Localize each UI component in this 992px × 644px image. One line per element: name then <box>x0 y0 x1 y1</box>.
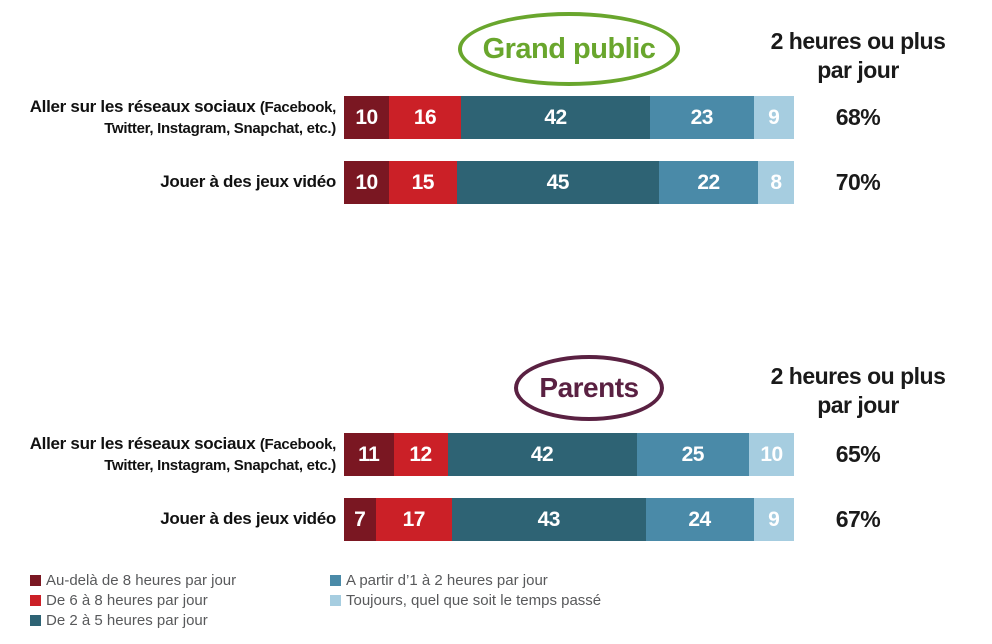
stacked-bar-gp-games: 10 15 45 22 8 <box>344 161 794 204</box>
row-label-social-networks: Aller sur les réseaux sociaux (Facebook,… <box>8 434 337 476</box>
column-header-parents: 2 heures ou plus par jour <box>762 362 954 420</box>
bar-segment-2-5h: 45 <box>456 161 659 204</box>
row-label-paren: (Facebook, <box>259 99 336 116</box>
group-title-grand-public: Grand public <box>482 32 656 65</box>
legend-swatch-1-2h <box>330 574 341 586</box>
pct-parents-games: 67% <box>835 506 881 532</box>
legend-item-beyond-8h: Au-delà de 8 heures par jour <box>30 570 236 590</box>
bar-segment-6-8h: 17 <box>375 498 452 541</box>
bar-segment-always: 9 <box>753 96 794 139</box>
bar-segment-2-5h: 43 <box>452 498 646 541</box>
bar-segment-1-2h: 24 <box>645 498 754 541</box>
legend-label: De 2 à 5 heures par jour <box>46 611 208 629</box>
row-label-paren-line2: Twitter, Instagram, Snapchat, etc.) <box>104 457 336 474</box>
bar-segment-1-2h: 25 <box>636 433 749 476</box>
stacked-bar-parents-social: 11 12 42 25 10 <box>344 433 794 476</box>
column-header-line2: par jour <box>817 392 899 418</box>
pct-parents-social: 65% <box>835 441 881 467</box>
legend-item-6-8h: De 6 à 8 heures par jour <box>30 590 236 610</box>
legend-swatch-6-8h <box>30 594 41 606</box>
bar-segment-6-8h: 16 <box>389 96 461 139</box>
legend-label: De 6 à 8 heures par jour <box>46 591 208 609</box>
bar-segment-6-8h: 15 <box>389 161 457 204</box>
bar-segment-always: 8 <box>758 161 794 204</box>
column-header-grand-public: 2 heures ou plus par jour <box>762 27 954 85</box>
row-label-paren: (Facebook, <box>259 436 336 453</box>
bar-segment-1-2h: 23 <box>650 96 754 139</box>
column-header-line1: 2 heures ou plus <box>770 28 946 54</box>
stacked-bar-gp-social: 10 16 42 23 9 <box>344 96 794 139</box>
legend-label: Toujours, quel que soit le temps passé <box>346 591 602 609</box>
row-label-video-games: Jouer à des jeux vidéo <box>8 509 336 529</box>
column-header-line2: par jour <box>817 57 899 83</box>
group-oval-grand-public: Grand public <box>458 12 680 86</box>
row-label-social-networks: Aller sur les réseaux sociaux (Facebook,… <box>8 97 337 139</box>
bar-segment-always: 9 <box>753 498 794 541</box>
pct-gp-social: 68% <box>835 104 881 130</box>
legend-item-1-2h: A partir d’1 à 2 heures par jour <box>330 570 601 590</box>
stacked-bar-parents-games: 7 17 43 24 9 <box>344 498 794 541</box>
legend-column-2: A partir d’1 à 2 heures par jour Toujour… <box>330 570 601 610</box>
group-oval-parents: Parents <box>514 355 664 421</box>
column-header-line1: 2 heures ou plus <box>770 363 946 389</box>
legend-swatch-always <box>330 594 341 606</box>
pct-gp-games: 70% <box>835 169 881 195</box>
bar-segment-beyond-8h: 11 <box>344 433 394 476</box>
bar-segment-1-2h: 22 <box>659 161 758 204</box>
row-label-video-games: Jouer à des jeux vidéo <box>8 172 336 192</box>
row-label-main: Jouer à des jeux vidéo <box>160 509 336 528</box>
legend-item-always: Toujours, quel que soit le temps passé <box>330 590 601 610</box>
row-label-main: Aller sur les réseaux sociaux <box>29 97 256 116</box>
bar-segment-beyond-8h: 7 <box>344 498 376 541</box>
bar-segment-2-5h: 42 <box>461 96 650 139</box>
bar-segment-beyond-8h: 10 <box>344 161 389 204</box>
row-label-main: Aller sur les réseaux sociaux <box>29 434 256 453</box>
legend-column-1: Au-delà de 8 heures par jour De 6 à 8 he… <box>30 570 236 630</box>
bar-segment-beyond-8h: 10 <box>344 96 389 139</box>
row-label-paren-line2: Twitter, Instagram, Snapchat, etc.) <box>104 120 336 137</box>
legend-label: Au-delà de 8 heures par jour <box>46 571 237 589</box>
legend-label: A partir d’1 à 2 heures par jour <box>346 571 548 589</box>
bar-segment-6-8h: 12 <box>393 433 448 476</box>
row-label-main: Jouer à des jeux vidéo <box>160 172 336 191</box>
legend-item-2-5h: De 2 à 5 heures par jour <box>30 610 236 630</box>
legend-swatch-beyond-8h <box>30 574 41 586</box>
bar-segment-always: 10 <box>749 433 794 476</box>
group-title-parents: Parents <box>539 372 639 403</box>
legend-swatch-2-5h <box>30 614 41 626</box>
bar-segment-2-5h: 42 <box>447 433 637 476</box>
